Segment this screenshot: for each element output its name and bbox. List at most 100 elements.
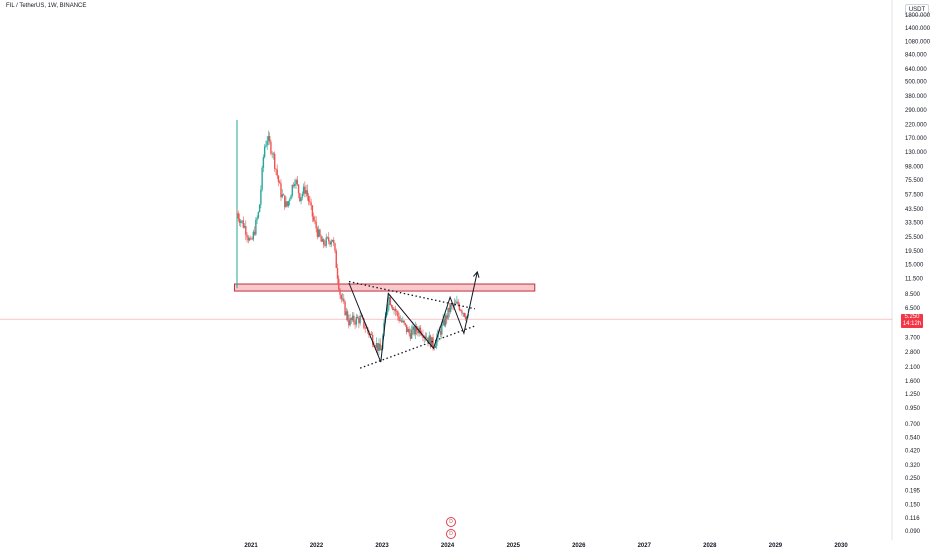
price-tick-label: 0.116 — [905, 516, 920, 522]
candle — [276, 169, 278, 176]
candle — [295, 179, 297, 184]
candle — [260, 189, 262, 205]
candle — [364, 327, 366, 329]
candle — [447, 307, 449, 319]
lower-trendline — [359, 325, 476, 369]
price-tick-label: 290.000 — [905, 108, 927, 114]
price-tick-label: 43.500 — [905, 207, 924, 213]
candle — [292, 184, 295, 187]
candle — [429, 335, 432, 348]
candle — [454, 303, 457, 304]
time-tick-label: 2028 — [703, 543, 717, 549]
price-tick-label: 1.250 — [905, 392, 921, 398]
dividend-event-icon[interactable]: D — [446, 529, 456, 539]
candle — [300, 197, 302, 202]
candle — [279, 181, 281, 184]
candle — [359, 315, 361, 324]
time-tick-label: 2024 — [441, 543, 455, 549]
price-tick-label: 2.800 — [905, 350, 921, 356]
candle — [251, 238, 253, 240]
candle — [370, 334, 373, 335]
time-axis: 2021 2022 2023 2024 2025 2026 2027 2028 2029 2030 — [244, 543, 848, 549]
candle — [343, 298, 345, 302]
candle — [443, 319, 446, 326]
candle — [335, 250, 337, 269]
candle — [236, 213, 238, 214]
arrow-head — [473, 270, 480, 278]
current-price-tag: 5.250 14:12h — [901, 314, 923, 328]
candle — [291, 184, 293, 196]
candle — [304, 186, 306, 194]
candle — [356, 316, 359, 319]
candle — [268, 136, 271, 142]
candle — [290, 195, 292, 200]
candle — [246, 234, 248, 238]
current-price-value: 5.250 — [904, 314, 920, 320]
price-tick-label: 33.500 — [905, 221, 924, 227]
candle — [432, 337, 434, 348]
price-tick-label: 380.000 — [905, 94, 927, 100]
candle — [439, 330, 442, 335]
candle — [377, 342, 379, 351]
time-tick-label: 2026 — [572, 543, 586, 549]
candle — [387, 305, 389, 313]
price-axis: 1800.000 1400.000 1080.000 840.000 640.000 50… — [905, 13, 931, 535]
candle — [442, 319, 444, 325]
candle — [358, 318, 360, 324]
resistance-zone-box — [233, 283, 536, 292]
candle — [247, 237, 250, 241]
candle — [436, 337, 438, 346]
candle — [338, 278, 340, 290]
candle — [393, 309, 395, 311]
dividend-event-icon[interactable]: D — [446, 517, 456, 527]
candle — [252, 231, 255, 240]
currency-button[interactable]: USDT — [905, 4, 929, 16]
price-tick-label: 1.600 — [905, 379, 921, 385]
event-icons: D D — [446, 517, 456, 541]
candle — [365, 327, 368, 329]
candle — [326, 237, 329, 239]
time-tick-label: 2029 — [769, 543, 783, 549]
zigzag-pattern — [348, 271, 478, 363]
candle — [345, 311, 348, 316]
candle — [360, 315, 363, 317]
candle — [328, 237, 330, 242]
candle — [248, 238, 251, 241]
candle — [257, 212, 260, 218]
candle — [464, 316, 467, 320]
candle — [400, 320, 403, 322]
candle — [434, 345, 437, 348]
candle — [456, 301, 458, 304]
candle — [378, 343, 380, 351]
drawings — [348, 270, 480, 369]
candle — [250, 238, 252, 239]
candle — [265, 145, 267, 147]
candle — [255, 220, 257, 235]
candle — [398, 316, 400, 321]
price-tick-label: 75.500 — [905, 178, 924, 184]
candle — [253, 231, 256, 235]
candle — [397, 311, 399, 317]
price-tick-label: 840.000 — [905, 53, 927, 59]
price-tick-label: 1400.000 — [905, 26, 931, 32]
candle — [449, 304, 452, 312]
candle — [408, 328, 410, 334]
candle — [412, 326, 414, 330]
candle — [392, 306, 394, 311]
candle — [363, 318, 365, 328]
price-tick-label: 6.500 — [905, 306, 921, 312]
candle — [428, 335, 430, 343]
candle — [402, 320, 404, 322]
candle — [459, 309, 462, 311]
candle — [321, 239, 324, 242]
price-tick-label: 640.000 — [905, 67, 927, 73]
candle — [287, 201, 290, 206]
bar-countdown: 14:12h — [902, 321, 922, 327]
candle — [330, 241, 332, 245]
candle — [451, 304, 453, 306]
candle — [312, 216, 315, 221]
candle — [390, 305, 393, 307]
candle — [446, 315, 448, 319]
candle — [333, 239, 335, 244]
